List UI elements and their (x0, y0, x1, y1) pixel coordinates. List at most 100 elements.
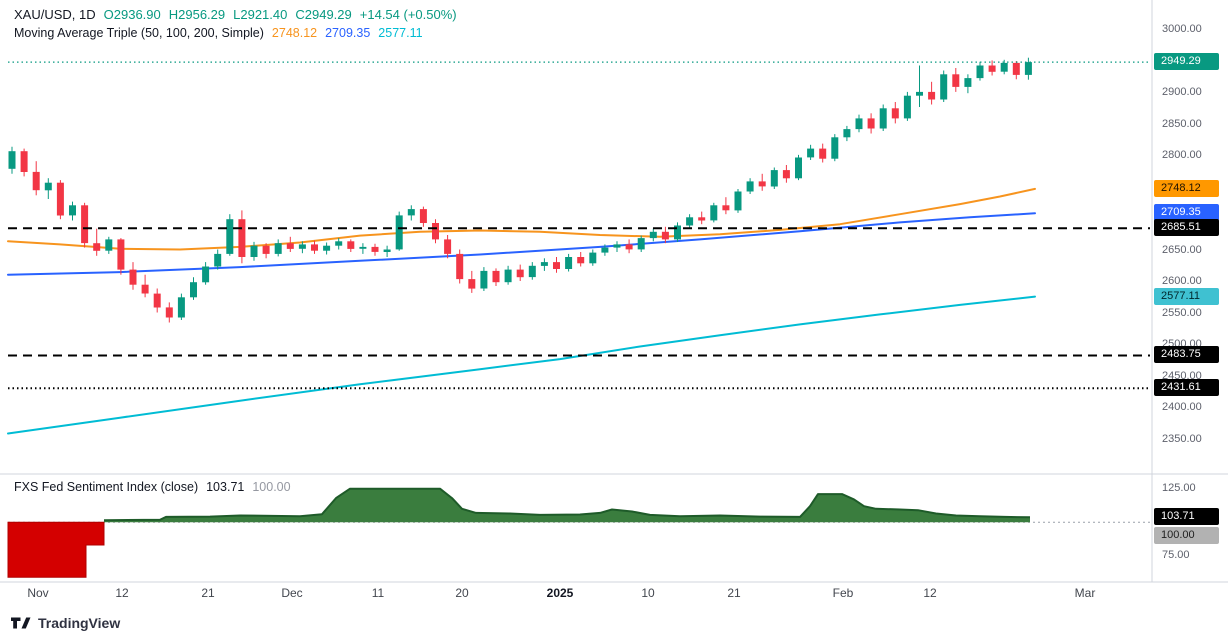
symbol-legend: XAU/USD, 1D O2936.90 H2956.29 L2921.40 C… (14, 7, 457, 22)
candle-body (504, 269, 512, 283)
price-tick-75.00: 75.00 (1162, 548, 1190, 561)
price-badge-103.71: 103.71 (1154, 508, 1219, 525)
price-tick-2900.00: 2900.00 (1162, 86, 1202, 99)
candle-body (528, 265, 536, 278)
candle-body (105, 239, 113, 251)
candle-body (855, 118, 863, 130)
ma100-value: 2709.35 (325, 26, 371, 40)
candle-body (1012, 62, 1020, 75)
candle-body (395, 215, 403, 250)
candle-body (710, 205, 718, 221)
candle-body (879, 108, 887, 129)
candle-body (589, 252, 597, 264)
price-tick-125.00: 125.00 (1162, 481, 1196, 494)
ohlc-open: O2936.90 (103, 7, 161, 22)
time-scale[interactable]: Nov 12 21 Dec 11 20 2025 10 21 Feb 12 Mar (0, 584, 1228, 606)
candle-body (661, 231, 669, 240)
symbol-title[interactable]: XAU/USD, 1D (14, 7, 96, 22)
candle-body (480, 270, 488, 289)
candle-body (347, 241, 355, 249)
tradingview-logo[interactable]: TradingView (10, 615, 120, 631)
candle-body (1000, 62, 1008, 72)
candle-body (214, 253, 222, 267)
ohlc-low: L2921.40 (233, 7, 288, 22)
candle-body (81, 205, 89, 244)
time-label-2025: 2025 (546, 586, 574, 600)
price-tick-2650.00: 2650.00 (1162, 243, 1202, 256)
candle-body (903, 95, 911, 119)
candle-body (746, 181, 754, 192)
candle-body (601, 247, 609, 253)
candle-body (286, 243, 294, 249)
time-label-12: 12 (115, 586, 129, 600)
candle-body (637, 238, 645, 250)
candle-body (952, 74, 960, 87)
candle-body (686, 217, 694, 226)
candle-body (238, 219, 246, 257)
candle-body (129, 269, 137, 285)
candle-body (516, 269, 524, 278)
sentiment-line (103, 487, 1031, 522)
price-tick-2850.00: 2850.00 (1162, 117, 1202, 130)
candle-body (540, 262, 548, 266)
candle-body (274, 243, 282, 254)
ma-title[interactable]: Moving Average Triple (50, 100, 200, Sim… (14, 26, 264, 40)
price-tick-2350.00: 2350.00 (1162, 432, 1202, 445)
ma200-value: 2577.11 (378, 26, 423, 40)
time-label-Mar: Mar (1074, 586, 1096, 600)
time-label-11: 11 (371, 586, 385, 600)
sentiment-legend: FXS Fed Sentiment Index (close) 103.71 1… (14, 480, 291, 494)
candle-body (444, 239, 452, 254)
ma-line-100 (7, 212, 1036, 276)
candle-body (1024, 62, 1032, 75)
candle-body (916, 91, 923, 96)
candle-body (419, 209, 427, 223)
price-scale[interactable]: 3000.002950.002900.002850.002800.002750.… (1153, 0, 1228, 582)
candle-body (770, 170, 778, 187)
price-badge-2685.51: 2685.51 (1154, 219, 1219, 237)
candle-body (698, 217, 706, 221)
candle-body (734, 191, 742, 211)
candle-body (202, 266, 210, 283)
candle-body (69, 205, 76, 216)
candle-body (32, 171, 40, 191)
candle-body (819, 148, 827, 159)
candle-body (117, 239, 125, 270)
sentiment-value: 103.71 (206, 480, 245, 494)
time-label-12: 12 (923, 586, 937, 600)
time-label-21: 21 (201, 586, 215, 600)
candle-body (492, 270, 500, 283)
price-badge-2577.11: 2577.11 (1154, 287, 1219, 305)
moving-average-legend: Moving Average Triple (50, 100, 200, Sim… (14, 26, 423, 40)
candle-body (782, 170, 790, 179)
candle-body (190, 282, 197, 298)
price-badge-2483.75: 2483.75 (1154, 346, 1219, 364)
candle-body (928, 91, 936, 100)
candle-body (153, 293, 161, 308)
candle-body (298, 244, 306, 249)
sentiment-area-above-100 (104, 488, 1030, 523)
candle-body (553, 262, 560, 269)
time-label-20: 20 (455, 586, 469, 600)
candle-body (625, 244, 633, 250)
candle-body (976, 65, 984, 79)
candle-body (323, 245, 331, 251)
candle-body (758, 181, 766, 187)
candle-body (577, 257, 585, 264)
time-label-Nov: Nov (27, 586, 49, 600)
candle-body (891, 108, 899, 119)
candle-body (649, 231, 657, 239)
candle-body (940, 74, 948, 100)
price-tick-3000.00: 3000.00 (1162, 23, 1202, 36)
candle-body (141, 284, 149, 294)
ohlc-high: H2956.29 (168, 7, 226, 22)
price-tick-2800.00: 2800.00 (1162, 149, 1202, 162)
candle-body (56, 182, 64, 216)
candle-body (177, 297, 185, 318)
ma50-value: 2748.12 (271, 26, 318, 40)
candle-body (262, 245, 270, 254)
sentiment-title[interactable]: FXS Fed Sentiment Index (close) (14, 480, 199, 494)
ma-line-50 (7, 187, 1036, 251)
candle-body (20, 151, 28, 172)
